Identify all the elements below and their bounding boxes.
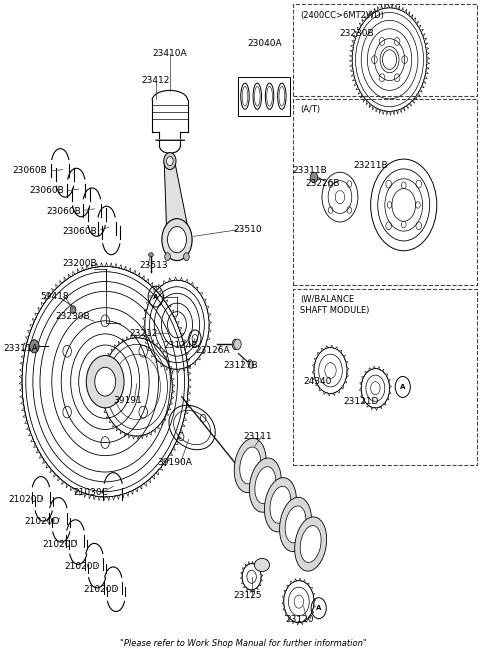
Circle shape: [234, 339, 241, 350]
Ellipse shape: [240, 447, 261, 484]
Text: 23120: 23120: [286, 615, 314, 624]
Text: 21020D: 21020D: [8, 495, 44, 504]
Text: A: A: [316, 605, 322, 611]
Circle shape: [30, 340, 39, 353]
Text: 24340: 24340: [303, 377, 332, 386]
Text: 39190A: 39190A: [157, 458, 192, 466]
Text: 23200B: 23200B: [63, 259, 97, 268]
Text: 21020D: 21020D: [42, 539, 77, 548]
Text: 23040A: 23040A: [247, 39, 282, 48]
Text: 23510: 23510: [233, 225, 262, 234]
Text: 23311A: 23311A: [4, 344, 38, 354]
Ellipse shape: [270, 486, 291, 523]
Circle shape: [164, 153, 176, 170]
Text: 21030C: 21030C: [73, 489, 108, 497]
Polygon shape: [164, 161, 188, 230]
Text: 23412: 23412: [142, 76, 170, 85]
Text: 23111: 23111: [243, 432, 272, 441]
Text: 23060B: 23060B: [12, 167, 47, 175]
Ellipse shape: [254, 558, 270, 571]
Text: 21020D: 21020D: [24, 517, 60, 525]
Circle shape: [310, 173, 318, 182]
Text: 23125: 23125: [234, 590, 262, 600]
Bar: [293, 4, 477, 96]
Text: (2400CC>6MT2WD): (2400CC>6MT2WD): [300, 10, 384, 20]
Text: 59418: 59418: [40, 292, 69, 301]
Ellipse shape: [295, 517, 326, 571]
Circle shape: [162, 218, 192, 260]
Text: (W/BALANCE
SHAFT MODULE): (W/BALANCE SHAFT MODULE): [300, 295, 369, 315]
Text: 23311B: 23311B: [292, 167, 326, 175]
Text: 23127B: 23127B: [223, 361, 258, 370]
Text: 23124B: 23124B: [164, 341, 198, 350]
Text: 23410A: 23410A: [153, 49, 187, 58]
Text: 21020D: 21020D: [84, 585, 119, 594]
Text: 23226B: 23226B: [305, 180, 340, 188]
Circle shape: [168, 226, 186, 253]
Text: 23230B: 23230B: [56, 312, 90, 321]
Ellipse shape: [264, 478, 297, 532]
Text: A: A: [400, 384, 406, 390]
Text: 23060B: 23060B: [46, 207, 81, 216]
Ellipse shape: [232, 339, 238, 350]
Text: (A/T): (A/T): [300, 106, 320, 114]
Bar: [293, 289, 477, 466]
Text: 21020D: 21020D: [64, 562, 99, 571]
Circle shape: [183, 253, 189, 260]
Text: 23230B: 23230B: [339, 29, 374, 38]
Circle shape: [95, 367, 116, 396]
Text: 23060B: 23060B: [30, 186, 64, 195]
Ellipse shape: [255, 466, 276, 504]
Text: 23121D: 23121D: [344, 397, 379, 406]
Text: 23212: 23212: [130, 329, 158, 338]
Circle shape: [165, 253, 170, 260]
Text: 23060B: 23060B: [63, 226, 97, 236]
Text: A: A: [153, 294, 158, 300]
Bar: [293, 99, 477, 285]
Ellipse shape: [300, 525, 321, 562]
Circle shape: [86, 356, 124, 408]
Text: "Please refer to Work Shop Manual for further information": "Please refer to Work Shop Manual for fu…: [120, 639, 367, 648]
Circle shape: [167, 157, 173, 166]
Circle shape: [70, 306, 76, 314]
Ellipse shape: [234, 438, 266, 493]
Bar: [239, 77, 290, 116]
Ellipse shape: [149, 253, 153, 256]
Text: 23126A: 23126A: [195, 346, 230, 356]
Ellipse shape: [279, 497, 312, 552]
Circle shape: [383, 50, 396, 70]
Text: 23211B: 23211B: [353, 161, 388, 170]
Ellipse shape: [249, 458, 281, 512]
Ellipse shape: [285, 506, 306, 543]
Ellipse shape: [248, 359, 253, 368]
Text: 39191: 39191: [113, 396, 142, 405]
Text: 23513: 23513: [139, 260, 168, 270]
